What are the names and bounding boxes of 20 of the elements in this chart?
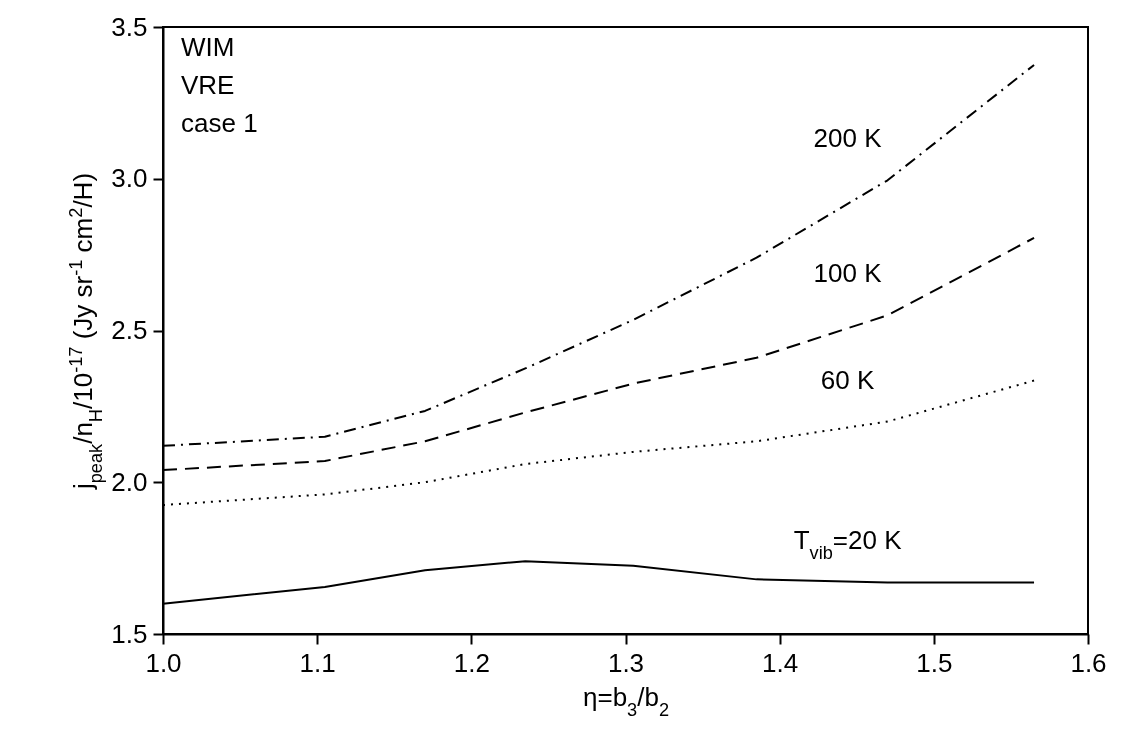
series-label: 100 K xyxy=(813,258,883,289)
x-axis-title: η=b$_{3}$/b$_{2}$ xyxy=(582,681,670,720)
y-tick-label: 3.5 xyxy=(111,11,148,42)
x-tick-label: 1.2 xyxy=(453,647,490,678)
y-tick-label: 2.0 xyxy=(111,466,148,497)
y-tick-label: 3.0 xyxy=(111,163,148,194)
x-tick-label: 1.4 xyxy=(762,647,799,678)
x-tick-label: 1.3 xyxy=(607,647,645,678)
series-label: 60 K xyxy=(820,364,875,395)
x-tick-label: 1.6 xyxy=(1070,647,1107,678)
annotation: VRE xyxy=(181,70,235,100)
annotation: WIM xyxy=(181,32,235,62)
x-tick-label: 1.5 xyxy=(916,647,953,678)
x-tick-label: 1.0 xyxy=(145,647,182,678)
annotation: case 1 xyxy=(181,108,258,138)
x-tick-label: 1.1 xyxy=(299,647,336,678)
series-label: T$_{vib}$=20 K xyxy=(793,525,903,564)
y-tick-label: 2.5 xyxy=(111,315,148,345)
series-label: 200 K xyxy=(813,123,883,154)
y-tick-label: 1.5 xyxy=(111,618,148,649)
